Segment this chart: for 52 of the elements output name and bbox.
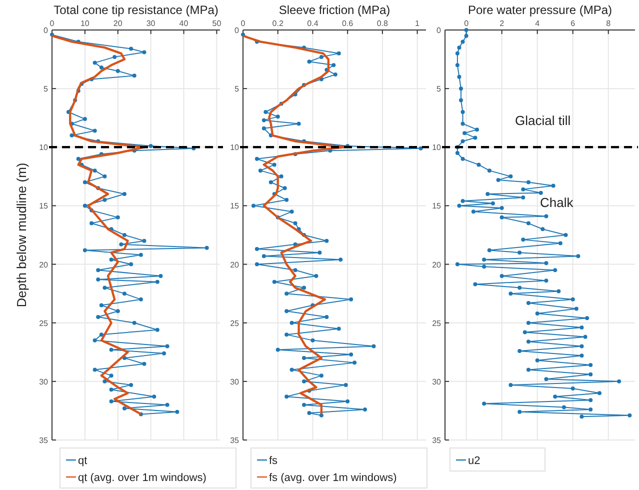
legend-label: fs (avg. over 1m windows): [269, 472, 397, 484]
x-tick-label: 0.6: [342, 19, 354, 28]
x-tick-label: 1: [415, 19, 420, 28]
y-tick-label: 30: [432, 377, 442, 386]
y-tick-label: 25: [39, 318, 49, 328]
x-tick-label: 6: [570, 19, 576, 28]
y-tick-label: 5: [44, 84, 49, 94]
x-tick-label: 40: [179, 19, 189, 28]
annotation: Glacial till: [515, 113, 571, 128]
y-tick-label: 20: [230, 260, 240, 270]
y-tick-label: 35: [230, 436, 240, 445]
chart-title: Total cone tip resistance (MPa): [54, 3, 218, 17]
legend-label: qt (avg. over 1m windows): [78, 472, 206, 484]
legend-label: u2: [468, 455, 480, 467]
y-tick-label: 0: [44, 26, 49, 35]
y-tick-label: 35: [432, 436, 442, 445]
y-tick-label: 5: [436, 84, 442, 94]
x-tick-label: 8: [606, 19, 612, 28]
y-tick-label: 15: [230, 202, 240, 211]
x-tick-label: 4: [535, 19, 540, 28]
chart-title: Pore water pressure (MPa): [468, 3, 612, 17]
x-tick-label: 0.2: [272, 19, 284, 28]
y-tick-label: 20: [39, 260, 49, 270]
y-tick-label: 10: [432, 143, 442, 152]
y-tick-label: 20: [432, 260, 442, 270]
y-tick-label: 10: [230, 143, 240, 152]
legend-label: qt: [78, 455, 88, 467]
x-tick-label: 0: [240, 19, 246, 28]
y-tick-label: 10: [39, 143, 49, 152]
x-tick-label: 2: [500, 19, 505, 28]
y-tick-label: 35: [39, 436, 49, 445]
x-tick-label: 0.4: [307, 19, 319, 28]
y-tick-label: 0: [436, 26, 442, 35]
y-tick-label: 25: [432, 318, 442, 328]
x-tick-label: 0: [464, 19, 470, 28]
y-tick-label: 5: [234, 84, 240, 94]
y-tick-label: 30: [230, 377, 240, 386]
y-tick-label: 25: [230, 318, 240, 328]
y-axis-title: Depth below mudline (m): [14, 162, 29, 308]
x-tick-label: 30: [146, 19, 156, 28]
legend-label: fs: [269, 455, 278, 467]
x-tick-label: 0: [50, 19, 55, 28]
y-tick-label: 15: [432, 202, 442, 211]
y-tick-label: 15: [39, 202, 49, 211]
y-tick-label: 0: [234, 26, 240, 35]
x-tick-label: 0.8: [376, 19, 389, 28]
x-tick-label: 10: [80, 19, 90, 28]
y-tick-label: 30: [39, 377, 49, 386]
x-tick-label: 20: [113, 19, 123, 28]
chart-title: Sleeve friction (MPa): [278, 3, 390, 17]
annotation: Chalk: [540, 195, 574, 210]
x-tick-label: 50: [212, 19, 222, 28]
